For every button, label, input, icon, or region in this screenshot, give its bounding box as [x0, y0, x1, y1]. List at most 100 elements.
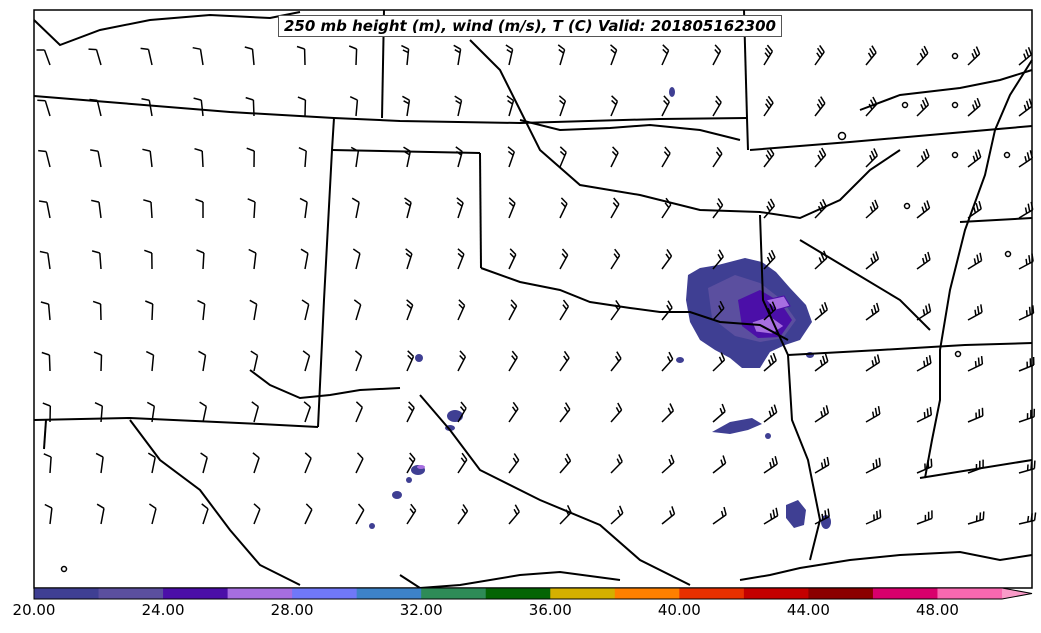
wind-barb: [814, 96, 826, 117]
wind-barb: [1018, 408, 1036, 423]
wind-barb: [1018, 150, 1034, 168]
wind-barb: [404, 197, 412, 219]
wind-barb: [610, 146, 619, 168]
colorbar-tick-label: 24.00: [141, 601, 185, 619]
wind-barb: [297, 96, 307, 117]
small-cell-2: [447, 410, 463, 422]
wind-barb: [916, 406, 933, 423]
colorbar-segment: [872, 588, 938, 599]
wind-barb: [814, 508, 830, 525]
wind-barb: [36, 49, 51, 66]
wind-barb: [457, 299, 466, 321]
wind-barb: [355, 401, 363, 423]
wind-barb: [712, 198, 724, 219]
wind-barb: [712, 146, 723, 168]
wind-barb: [299, 197, 308, 219]
wind-barb: [304, 503, 313, 525]
wind-barb: [193, 97, 204, 117]
colorbar-segment: [98, 588, 164, 599]
boundary-tx-ok-panhandle: [43, 419, 47, 450]
wind-barb: [403, 146, 412, 168]
wind-barb: [454, 95, 463, 117]
wind-barb: [916, 458, 933, 474]
wind-barb: [508, 504, 520, 525]
small-cell-10: [676, 357, 684, 363]
wind-barb: [457, 248, 465, 270]
wind-barb: [402, 95, 411, 117]
wind-barb: [610, 44, 618, 66]
colorbar-segment: [356, 588, 422, 599]
wind-barb: [916, 200, 931, 219]
wind-barb: [43, 453, 52, 474]
boundary-tx-la: [787, 354, 822, 561]
wind-barb: [406, 350, 415, 372]
wind-barb: [1018, 201, 1034, 219]
wind-barb: [865, 45, 877, 66]
wind-barb: [195, 198, 204, 218]
wind-barb: [610, 505, 624, 525]
boundary-tn-ms: [959, 217, 1033, 223]
wind-barb: [247, 198, 256, 219]
colorbar-segment: [550, 588, 616, 599]
colorbar-tick-label: 48.00: [915, 601, 959, 619]
wind-barb: [814, 44, 825, 66]
wind-barb: [1018, 460, 1036, 474]
wind-barb: [252, 452, 260, 474]
wind-barb: [144, 249, 153, 270]
colorbar-segment: [227, 588, 293, 599]
wind-barb: [248, 248, 257, 270]
colorbar-segment: [163, 588, 229, 599]
wind-barb: [506, 95, 515, 117]
wind-barb: [967, 407, 984, 423]
wind-barb: [194, 147, 204, 168]
wind-barb: [192, 46, 204, 66]
wind-barb: [1018, 98, 1033, 117]
wind-barb: [865, 509, 882, 525]
map-title: 250 mb height (m), wind (m/s), T (C) Val…: [278, 15, 782, 37]
wind-barbs: [36, 44, 1037, 525]
wind-barb: [92, 300, 102, 321]
colorbar-tick-label: 40.00: [657, 601, 701, 619]
wind-barb: [1018, 46, 1033, 66]
wind-barb: [348, 45, 358, 66]
wind-barb: [559, 453, 572, 474]
wind-barb: [661, 95, 670, 117]
colorbar-tick-label: 32.00: [399, 601, 443, 619]
central-oklahoma-patch: [712, 418, 762, 434]
wind-barb: [145, 300, 154, 321]
wind-barb: [661, 44, 670, 66]
wind-barb: [967, 252, 983, 270]
colorbar-segment: [485, 588, 551, 599]
small-cell-8: [415, 354, 423, 362]
wind-barb: [198, 350, 207, 372]
wind-barb: [967, 304, 983, 321]
wind-barb: [559, 350, 570, 372]
wind-barb: [865, 96, 878, 117]
wind-barb: [814, 353, 829, 372]
wind-barb: [1018, 305, 1035, 321]
wind-barb: [457, 452, 468, 474]
wind-barb: [146, 401, 156, 423]
wind-barb: [38, 149, 51, 168]
wind-barb: [967, 46, 981, 66]
wind-barb: [143, 199, 153, 219]
wind-barb: [354, 350, 363, 372]
wind-barb: [196, 249, 205, 270]
wind-barb: [610, 248, 621, 270]
wind-barb: [302, 350, 311, 372]
wind-barb: [40, 301, 51, 321]
wind-barb: [96, 503, 105, 525]
wind-barb: [661, 146, 671, 168]
boundary-ar-la: [787, 342, 1033, 356]
small-cell-12: [765, 433, 771, 439]
wind-barb: [814, 198, 827, 219]
wind-barb: [39, 250, 51, 270]
wind-barb: [559, 197, 568, 219]
wind-barb: [916, 510, 933, 525]
wind-barb: [508, 299, 518, 321]
boundary-nm-tx: [33, 416, 319, 428]
wind-barb: [401, 44, 410, 66]
small-cell-9: [669, 87, 675, 97]
great-lakes-edge: [859, 69, 1033, 111]
